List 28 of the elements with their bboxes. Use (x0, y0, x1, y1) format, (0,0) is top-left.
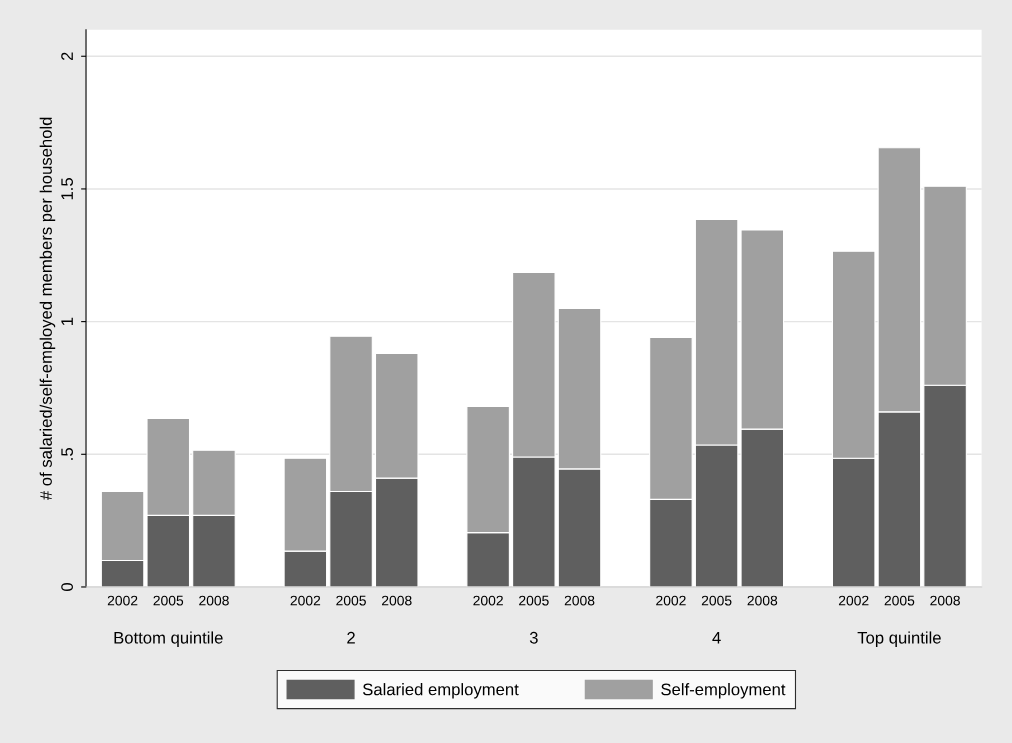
text: Top quintile (857, 631, 941, 647)
x-tick-label: 2008 (930, 595, 960, 606)
x-tick-label: 2008 (382, 595, 412, 606)
x-tick-label: 2005 (519, 595, 549, 606)
x-tick-label: 2005 (336, 595, 366, 606)
y-axis-title: # of salaried/self-employed members per household (39, 117, 56, 501)
x-tick-label: 2008 (199, 595, 229, 606)
legend-label: Self-employment (661, 683, 786, 699)
text: 4 (712, 632, 721, 644)
x-tick-label: 2002 (838, 595, 869, 606)
x-tick-label: 2008 (747, 595, 778, 606)
legend-label: Salaried employment (362, 683, 519, 699)
y-tick-label: .5 (61, 448, 73, 460)
x-tick-label: 2005 (884, 595, 915, 606)
y-tick-label: 0 (61, 582, 73, 591)
x-tick-label: 2002 (656, 595, 686, 606)
y-tick-label: 2 (61, 52, 73, 61)
y-tick-label: 1.5 (61, 178, 73, 200)
text: 2 (347, 631, 355, 644)
x-tick-label: 2005 (701, 595, 732, 606)
text: Bottom quintile (114, 631, 223, 647)
x-tick-label: 2008 (564, 595, 595, 606)
text: 3 (529, 631, 538, 644)
x-tick-label: 2005 (153, 595, 184, 606)
y-tick-label: 1 (61, 317, 73, 325)
x-tick-label: 2002 (290, 595, 321, 606)
x-tick-label: 2002 (107, 595, 138, 606)
x-tick-label: 2002 (473, 595, 503, 606)
